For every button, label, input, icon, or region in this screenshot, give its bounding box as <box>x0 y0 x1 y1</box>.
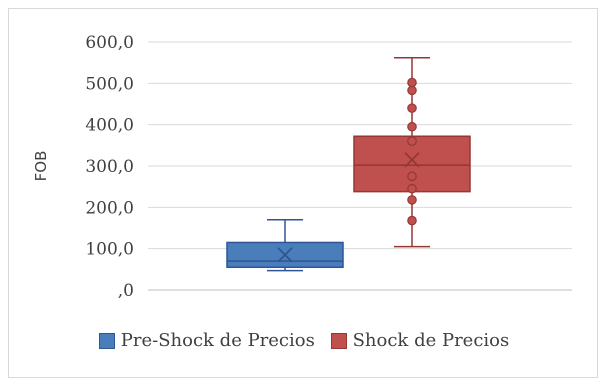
y-tick-label: 300,0 <box>85 157 134 177</box>
mean-marker <box>277 247 293 263</box>
legend-swatch-pre-shock <box>98 332 115 349</box>
mean-marker <box>404 152 420 168</box>
data-point <box>407 171 417 182</box>
data-point <box>407 103 417 113</box>
y-tick-label: ,0 <box>118 281 134 301</box>
legend: Pre-Shock de Precios Shock de Precios <box>0 330 608 354</box>
data-point <box>407 85 417 96</box>
data-point <box>407 136 417 146</box>
data-point <box>407 121 417 132</box>
legend-item-pre-shock: Pre-Shock de Precios <box>98 330 315 351</box>
y-tick-label: 600,0 <box>85 33 134 53</box>
y-tick-label: 200,0 <box>85 198 134 218</box>
y-tick-label: 100,0 <box>85 240 134 260</box>
data-point <box>407 77 417 88</box>
legend-label-pre-shock: Pre-Shock de Precios <box>120 330 315 351</box>
box-iqr <box>353 135 471 193</box>
legend-item-shock: Shock de Precios <box>330 330 510 351</box>
data-point <box>407 215 417 226</box>
legend-label-shock: Shock de Precios <box>352 330 510 351</box>
chart-frame <box>8 8 598 378</box>
legend-swatch-shock <box>330 332 347 349</box>
data-point <box>407 183 417 194</box>
y-axis-title: FOB <box>32 151 50 182</box>
y-tick-label: 400,0 <box>85 116 134 136</box>
y-tick-label: 500,0 <box>85 74 134 94</box>
data-point <box>407 195 417 205</box>
box-plot-chart: ,0 100,0 200,0 300,0 400,0 500,0 600,0 FOB <box>32 33 572 301</box>
